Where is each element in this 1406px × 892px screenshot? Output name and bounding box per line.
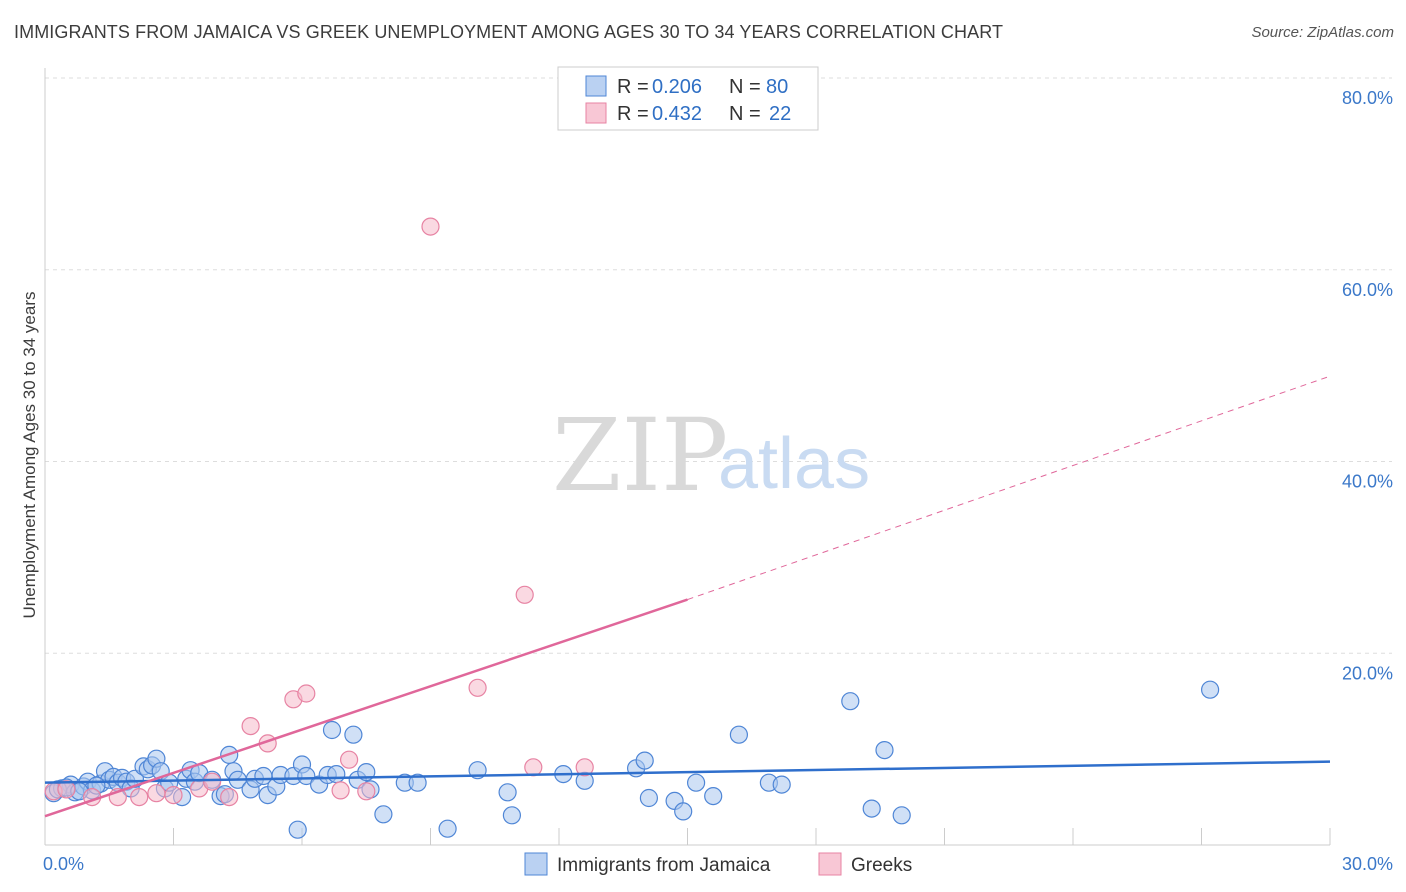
watermark-atlas-text: atlas	[718, 424, 870, 504]
greeks-point-15	[340, 750, 359, 769]
greeks-point-8	[203, 772, 222, 791]
jamaica-point-54	[408, 773, 427, 792]
jamaica-point-57	[498, 783, 517, 802]
legend-r-value-greeks: 0.432	[652, 103, 702, 125]
jamaica-point-66	[686, 773, 706, 792]
greeks-point-19	[515, 585, 534, 604]
jamaica-point-48	[344, 725, 363, 744]
series-jamaica-points	[44, 680, 1220, 839]
jamaica-trendline-0	[44, 760, 1331, 784]
y-tick-label-3: 80.0%	[1342, 88, 1393, 108]
y-tick-label-0: 20.0%	[1342, 663, 1393, 683]
jamaica-point-70	[772, 775, 791, 794]
bottom-legend: Immigrants from Jamaica Greeks	[524, 852, 912, 876]
y-tick-label-2: 60.0%	[1342, 280, 1393, 300]
greeks-trendline-2	[687, 375, 1331, 601]
jamaica-point-58	[502, 806, 521, 825]
bottom-legend-swatch-greeks	[818, 852, 842, 876]
watermark: ZIP atlas	[552, 397, 870, 514]
greeks-point-9	[220, 787, 239, 807]
greeks-point-6	[164, 785, 183, 805]
jamaica-point-72	[862, 799, 881, 818]
greeks-point-13	[297, 684, 316, 703]
legend-r-label-jamaica: R =	[617, 76, 649, 98]
bottom-legend-label-greeks: Greeks	[851, 855, 912, 876]
bottom-legend-label-jamaica: Immigrants from Jamaica	[557, 855, 771, 876]
greeks-point-17	[421, 217, 440, 236]
y-axis-label: Unemployment Among Ages 30 to 34 years	[20, 292, 39, 619]
jamaica-point-55	[438, 819, 457, 838]
legend-r-label-greeks: R =	[617, 103, 649, 125]
jamaica-point-73	[875, 740, 894, 760]
jamaica-point-52	[374, 805, 393, 824]
jamaica-point-41	[288, 820, 307, 839]
greeks-point-10	[241, 716, 260, 736]
greeks-point-20	[524, 758, 543, 777]
legend-swatch-greeks	[585, 102, 607, 124]
bottom-legend-swatch-jamaica	[524, 852, 548, 876]
legend-n-value-greeks: 22	[769, 103, 791, 125]
x-tick-label-0: 0.0%	[43, 854, 84, 874]
jamaica-point-75	[1200, 680, 1220, 699]
jamaica-point-68	[729, 725, 749, 744]
greeks-point-16	[357, 782, 376, 801]
trendlines	[44, 375, 1331, 818]
legend-n-value-jamaica: 80	[766, 76, 788, 98]
legend-box: R = 0.206 N = 80 R = 0.432 N = 22	[557, 66, 819, 131]
jamaica-point-71	[841, 692, 860, 711]
jamaica-point-46	[322, 720, 342, 740]
jamaica-point-62	[635, 751, 654, 770]
jamaica-point-63	[639, 788, 659, 808]
greeks-point-1	[57, 780, 76, 799]
jamaica-point-15	[125, 769, 144, 788]
greeks-point-5	[147, 784, 166, 803]
jamaica-point-47	[327, 764, 346, 784]
legend-n-label-greeks: N =	[729, 103, 761, 125]
greeks-point-21	[575, 758, 594, 777]
watermark-zip-text: ZIP	[552, 397, 728, 514]
greeks-point-18	[468, 678, 487, 697]
greeks-point-4	[130, 787, 149, 807]
grid-lines	[45, 77, 1392, 654]
jamaica-point-43	[297, 766, 316, 786]
x-tick-label-1: 30.0%	[1342, 854, 1393, 874]
greeks-point-14	[331, 781, 350, 800]
legend-n-label-jamaica: N =	[729, 76, 761, 98]
jamaica-point-65	[674, 802, 693, 821]
legend-swatch-jamaica	[585, 75, 607, 97]
y-tick-label-1: 40.0%	[1342, 472, 1393, 492]
chart-title: IMMIGRANTS FROM JAMAICA VS GREEK UNEMPLO…	[14, 22, 1004, 42]
x-tick-labels: 0.0% 30.0%	[43, 854, 1393, 874]
jamaica-point-67	[704, 786, 723, 806]
series-greeks-points	[44, 217, 594, 807]
axes	[44, 68, 1331, 846]
jamaica-point-74	[892, 806, 911, 825]
greeks-trendline-1	[44, 598, 688, 818]
chart-source: Source: ZipAtlas.com	[1251, 24, 1394, 41]
legend-r-value-jamaica: 0.206	[652, 76, 702, 98]
y-tick-labels: 20.0% 40.0% 60.0% 80.0%	[1342, 88, 1393, 683]
